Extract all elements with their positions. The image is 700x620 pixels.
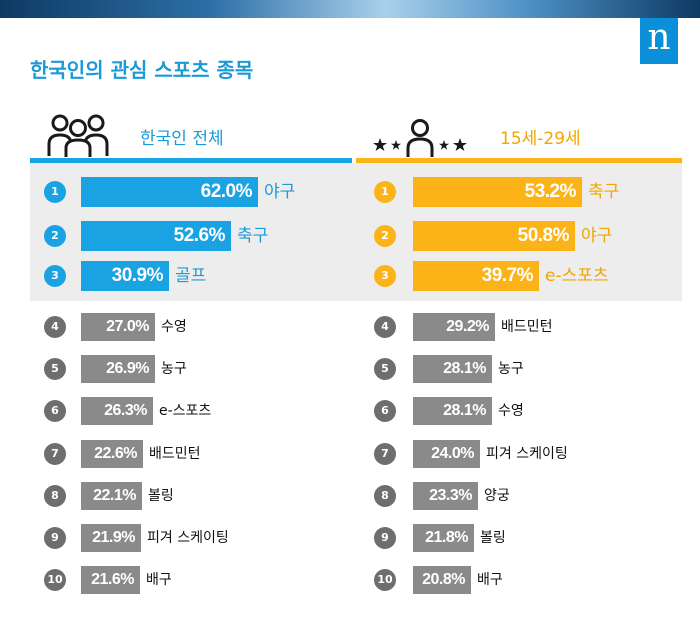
all-bar-value: 26.3% (104, 402, 147, 420)
youth-bar (413, 261, 539, 291)
all-bar (81, 481, 142, 510)
youth-bar-value: 29.2% (446, 318, 489, 335)
youth-bar (413, 355, 492, 384)
youth-rank-badge: 7 (374, 442, 396, 465)
all-rank-badge: 10 (44, 569, 66, 592)
page-title: 한국인의 관심 스포츠 종목 (30, 58, 254, 82)
all-bar-value: 21.9% (92, 529, 135, 546)
youth-sport-label: 농구 (498, 361, 524, 378)
youth-bar-value: 20.8% (422, 571, 465, 589)
youth-rank-badge: 3 (374, 265, 396, 287)
all-sport-label: 배구 (146, 572, 172, 589)
all-sport-label: 축구 (237, 226, 269, 246)
all-bar (81, 439, 143, 468)
person-with-stars-icon (373, 119, 467, 157)
youth-bar (413, 313, 495, 341)
youth-rank-badge: 9 (374, 527, 396, 549)
all-sport-label: e-스포츠 (159, 403, 212, 420)
all-bar-value: 22.6% (94, 444, 137, 462)
youth-sport-label: 배구 (477, 572, 503, 589)
youth-bar (413, 177, 582, 207)
youth-sport-label: 양궁 (484, 487, 510, 504)
all-bar (81, 221, 231, 251)
youth-sport-label: 축구 (588, 182, 620, 202)
youth-sport-label: 야구 (581, 226, 613, 246)
all-rank-badge: 2 (44, 225, 66, 247)
youth-rank-badge: 6 (374, 400, 396, 423)
youth-bar-value: 23.3% (429, 486, 472, 504)
all-bar (81, 524, 141, 552)
all-bar-value: 26.9% (106, 360, 149, 378)
youth-bar (413, 481, 478, 510)
all-bar (81, 313, 155, 341)
all-bar-value: 30.9% (111, 265, 164, 286)
all-sport-label: 야구 (264, 182, 296, 202)
youth-sport-label: 피겨 스케이팅 (486, 445, 568, 462)
youth-sport-label: 수영 (498, 403, 524, 420)
youth-sport-label: 볼링 (480, 530, 506, 546)
all-rank-badge: 9 (44, 527, 66, 549)
all-bar (81, 397, 153, 426)
all-bar-value: 22.1% (93, 486, 136, 504)
youth-bar-value: 39.7% (481, 265, 534, 286)
youth-bar (413, 221, 575, 251)
all-rank-badge: 5 (44, 358, 66, 381)
all-koreans-divider (30, 158, 352, 163)
youth-rank-badge: 4 (374, 316, 396, 338)
youth-rank-badge: 5 (374, 358, 396, 381)
youth-rank-badge: 10 (374, 569, 396, 592)
all-rank-badge: 4 (44, 316, 66, 338)
all-rank-badge: 8 (44, 484, 66, 507)
all-bar (81, 177, 258, 207)
all-bar (81, 355, 155, 384)
all-sport-label: 골프 (175, 266, 207, 286)
all-rank-badge: 7 (44, 442, 66, 465)
youth-bar (413, 397, 492, 426)
youth-bar-value: 28.1% (443, 360, 486, 378)
brand-logo: n (640, 18, 678, 64)
youth-bar (413, 524, 474, 552)
all-sport-label: 수영 (161, 319, 187, 335)
all-sport-label: 농구 (161, 361, 187, 378)
youth-sport-label: e-스포츠 (545, 266, 609, 286)
youth-bar-value: 21.8% (425, 529, 468, 546)
header-band (0, 0, 700, 18)
age-15-29-label: 15세-29세 (500, 129, 581, 149)
people-group-icon (47, 114, 109, 157)
youth-bar-value: 28.1% (443, 402, 486, 420)
age-15-29-divider (356, 158, 682, 163)
all-bar (81, 261, 169, 291)
all-sport-label: 배드민턴 (149, 445, 201, 462)
youth-bar-value: 53.2% (524, 181, 577, 202)
all-bar-value: 52.6% (173, 225, 226, 246)
youth-bar-value: 24.0% (431, 444, 474, 462)
youth-rank-badge: 8 (374, 484, 396, 507)
all-bar-value: 62.0% (200, 181, 253, 202)
youth-sport-label: 배드민턴 (501, 319, 553, 335)
all-bar-value: 27.0% (106, 318, 149, 335)
all-koreans-label: 한국인 전체 (140, 129, 224, 149)
youth-bar (413, 566, 471, 595)
youth-bar-value: 50.8% (517, 225, 570, 246)
youth-rank-badge: 1 (374, 181, 396, 203)
youth-bar (413, 439, 480, 468)
all-rank-badge: 3 (44, 265, 66, 287)
all-rank-badge: 1 (44, 181, 66, 203)
all-rank-badge: 6 (44, 400, 66, 423)
all-sport-label: 피겨 스케이팅 (147, 530, 229, 546)
all-sport-label: 볼링 (148, 487, 174, 504)
all-bar-value: 21.6% (91, 571, 134, 589)
youth-rank-badge: 2 (374, 225, 396, 247)
all-bar (81, 566, 140, 595)
